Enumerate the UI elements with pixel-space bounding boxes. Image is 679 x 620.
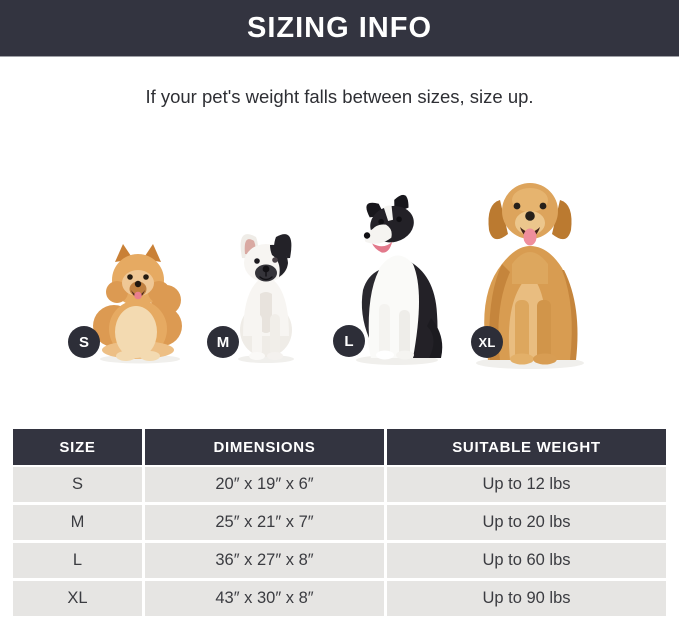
size-badge-xl: XL bbox=[471, 326, 503, 358]
title-banner: SIZING INFO bbox=[0, 0, 679, 57]
column-header-size: SIZE bbox=[13, 429, 142, 465]
size-badge-s: S bbox=[68, 326, 100, 358]
table-cell-dimensions-l: 36″ x 27″ x 8″ bbox=[145, 543, 384, 578]
sizing-table: SIZE DIMENSIONS SUITABLE WEIGHT S 20″ x … bbox=[13, 429, 666, 616]
dog-image-pomeranian bbox=[90, 234, 186, 364]
sizing-note: If your pet's weight falls between sizes… bbox=[145, 86, 534, 107]
size-badge-l: L bbox=[333, 325, 365, 357]
page-title: SIZING INFO bbox=[247, 11, 432, 44]
column-header-suitable-weight: SUITABLE WEIGHT bbox=[387, 429, 666, 465]
table-cell-dimensions-m: 25″ x 21″ x 7″ bbox=[145, 505, 384, 540]
table-cell-size-m: M bbox=[13, 505, 142, 540]
size-badge-m: M bbox=[207, 326, 239, 358]
french-bulldog-illustration bbox=[238, 234, 294, 363]
table-cell-dimensions-s: 20″ x 19″ x 6″ bbox=[145, 467, 384, 502]
table-cell-dimensions-xl: 43″ x 30″ x 8″ bbox=[145, 581, 384, 616]
column-header-dimensions: DIMENSIONS bbox=[145, 429, 384, 465]
border-collie-illustration bbox=[356, 194, 443, 365]
dog-image-golden-retriever bbox=[464, 166, 596, 370]
golden-retriever-illustration bbox=[476, 183, 584, 369]
table-cell-size-l: L bbox=[13, 543, 142, 578]
pomeranian-illustration bbox=[93, 244, 182, 364]
dog-image-french-bulldog bbox=[231, 222, 301, 364]
dog-size-illustrations: S M L XL bbox=[0, 120, 679, 410]
table-cell-weight-s: Up to 12 lbs bbox=[387, 467, 666, 502]
table-cell-size-xl: XL bbox=[13, 581, 142, 616]
table-cell-weight-l: Up to 60 lbs bbox=[387, 543, 666, 578]
table-cell-weight-xl: Up to 90 lbs bbox=[387, 581, 666, 616]
dog-image-border-collie bbox=[349, 186, 445, 366]
table-cell-size-s: S bbox=[13, 467, 142, 502]
table-cell-weight-m: Up to 20 lbs bbox=[387, 505, 666, 540]
